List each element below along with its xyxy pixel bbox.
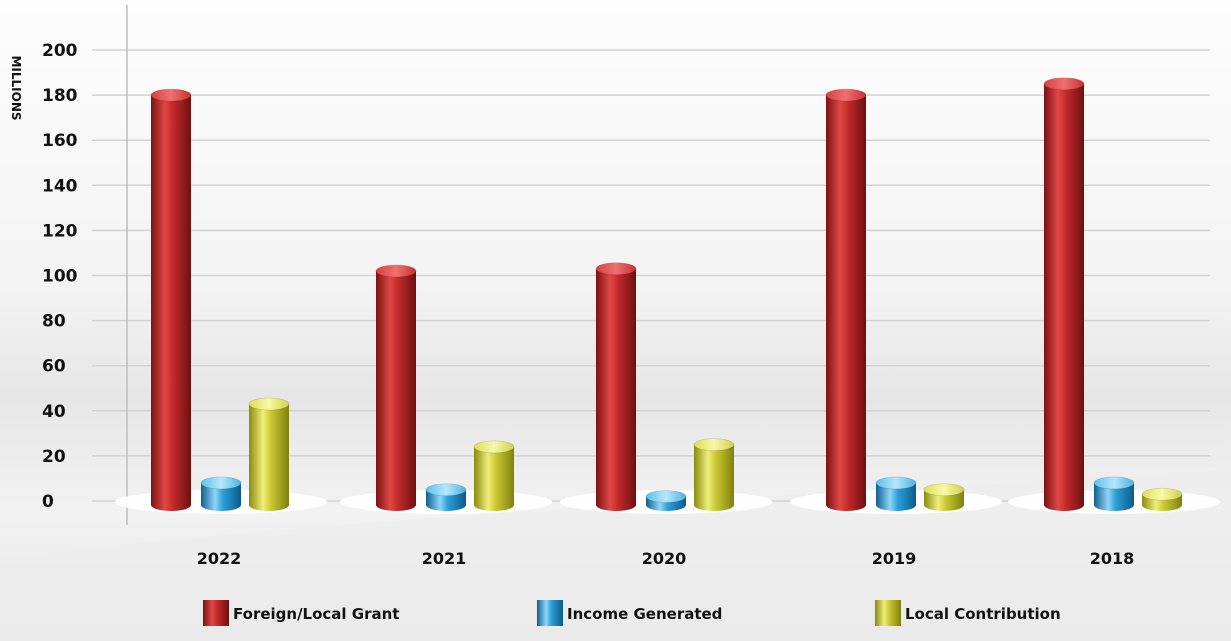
bar[interactable] xyxy=(375,264,417,511)
bar[interactable] xyxy=(150,88,192,511)
y-tick-label: 20 xyxy=(42,447,66,467)
y-tick-label: 120 xyxy=(42,221,78,241)
legend-swatch xyxy=(537,600,563,626)
bar-top xyxy=(645,490,687,503)
bar[interactable] xyxy=(595,262,637,511)
bar[interactable] xyxy=(693,438,735,511)
bar[interactable] xyxy=(1043,77,1085,511)
bar[interactable] xyxy=(825,88,867,511)
y-tick-label: 140 xyxy=(42,176,78,196)
bar-top xyxy=(1141,487,1183,501)
bar-top xyxy=(1043,77,1085,91)
bar-top xyxy=(200,476,242,490)
bars xyxy=(150,77,1183,511)
bar-top xyxy=(150,88,192,102)
bar-body xyxy=(1094,482,1134,505)
y-tick-label: 200 xyxy=(42,41,78,61)
legend: Foreign/Local Grant Income Generated Local… xyxy=(203,600,1061,626)
bar[interactable] xyxy=(923,483,965,511)
bar-top xyxy=(825,88,867,102)
bar[interactable] xyxy=(425,483,467,511)
legend-label: Local Contribution xyxy=(905,605,1061,623)
bar-top xyxy=(473,440,515,454)
bar-body xyxy=(201,482,241,505)
legend-item[interactable]: Income Generated xyxy=(537,600,722,626)
bar-body xyxy=(596,268,636,505)
legend-item[interactable]: Foreign/Local Grant xyxy=(203,600,399,626)
y-tick-label: 80 xyxy=(42,312,66,332)
bar[interactable] xyxy=(645,490,687,511)
legend-label: Foreign/Local Grant xyxy=(233,605,399,623)
category-label: 2018 xyxy=(1090,549,1135,568)
bar-top xyxy=(693,438,735,452)
bar[interactable] xyxy=(200,476,242,511)
y-tick-label: 180 xyxy=(42,86,78,106)
bar-body xyxy=(1044,83,1084,505)
bar[interactable] xyxy=(1093,476,1135,511)
category-labels: 2022 2021 2020 2019 2018 xyxy=(197,549,1135,568)
bar[interactable] xyxy=(875,476,917,511)
y-tick-label: 40 xyxy=(42,402,66,422)
bar[interactable] xyxy=(1141,487,1183,511)
category-label: 2021 xyxy=(422,549,467,568)
y-axis-title: MILLIONS xyxy=(9,55,23,120)
legend-swatch xyxy=(875,600,901,626)
y-tick-label: 100 xyxy=(42,267,78,287)
bar-body xyxy=(694,444,734,505)
bar-body xyxy=(249,404,289,505)
bar-top xyxy=(1093,476,1135,490)
legend-label: Income Generated xyxy=(567,605,722,623)
y-tick-label: 0 xyxy=(42,492,54,512)
bar-body xyxy=(826,95,866,505)
bar[interactable] xyxy=(473,440,515,511)
bar-body xyxy=(151,95,191,505)
category-label: 2020 xyxy=(642,549,687,568)
bar-top xyxy=(375,264,417,278)
bar-top xyxy=(595,262,637,276)
bar-body xyxy=(474,446,514,505)
y-tick-label: 60 xyxy=(42,357,66,377)
legend-item[interactable]: Local Contribution xyxy=(875,600,1061,626)
bar-body xyxy=(376,270,416,505)
y-tick-label: 160 xyxy=(42,131,78,151)
bar-top xyxy=(923,483,965,497)
bar[interactable] xyxy=(248,397,290,511)
bar-body xyxy=(876,482,916,505)
legend-swatch xyxy=(203,600,229,626)
bar-top xyxy=(875,476,917,490)
bar-top xyxy=(425,483,467,497)
y-tick-labels: 0 20 40 60 80 100 120 140 160 180 200 xyxy=(42,41,78,512)
bar-top xyxy=(248,397,290,411)
category-label: 2022 xyxy=(197,549,242,568)
category-label: 2019 xyxy=(872,549,917,568)
